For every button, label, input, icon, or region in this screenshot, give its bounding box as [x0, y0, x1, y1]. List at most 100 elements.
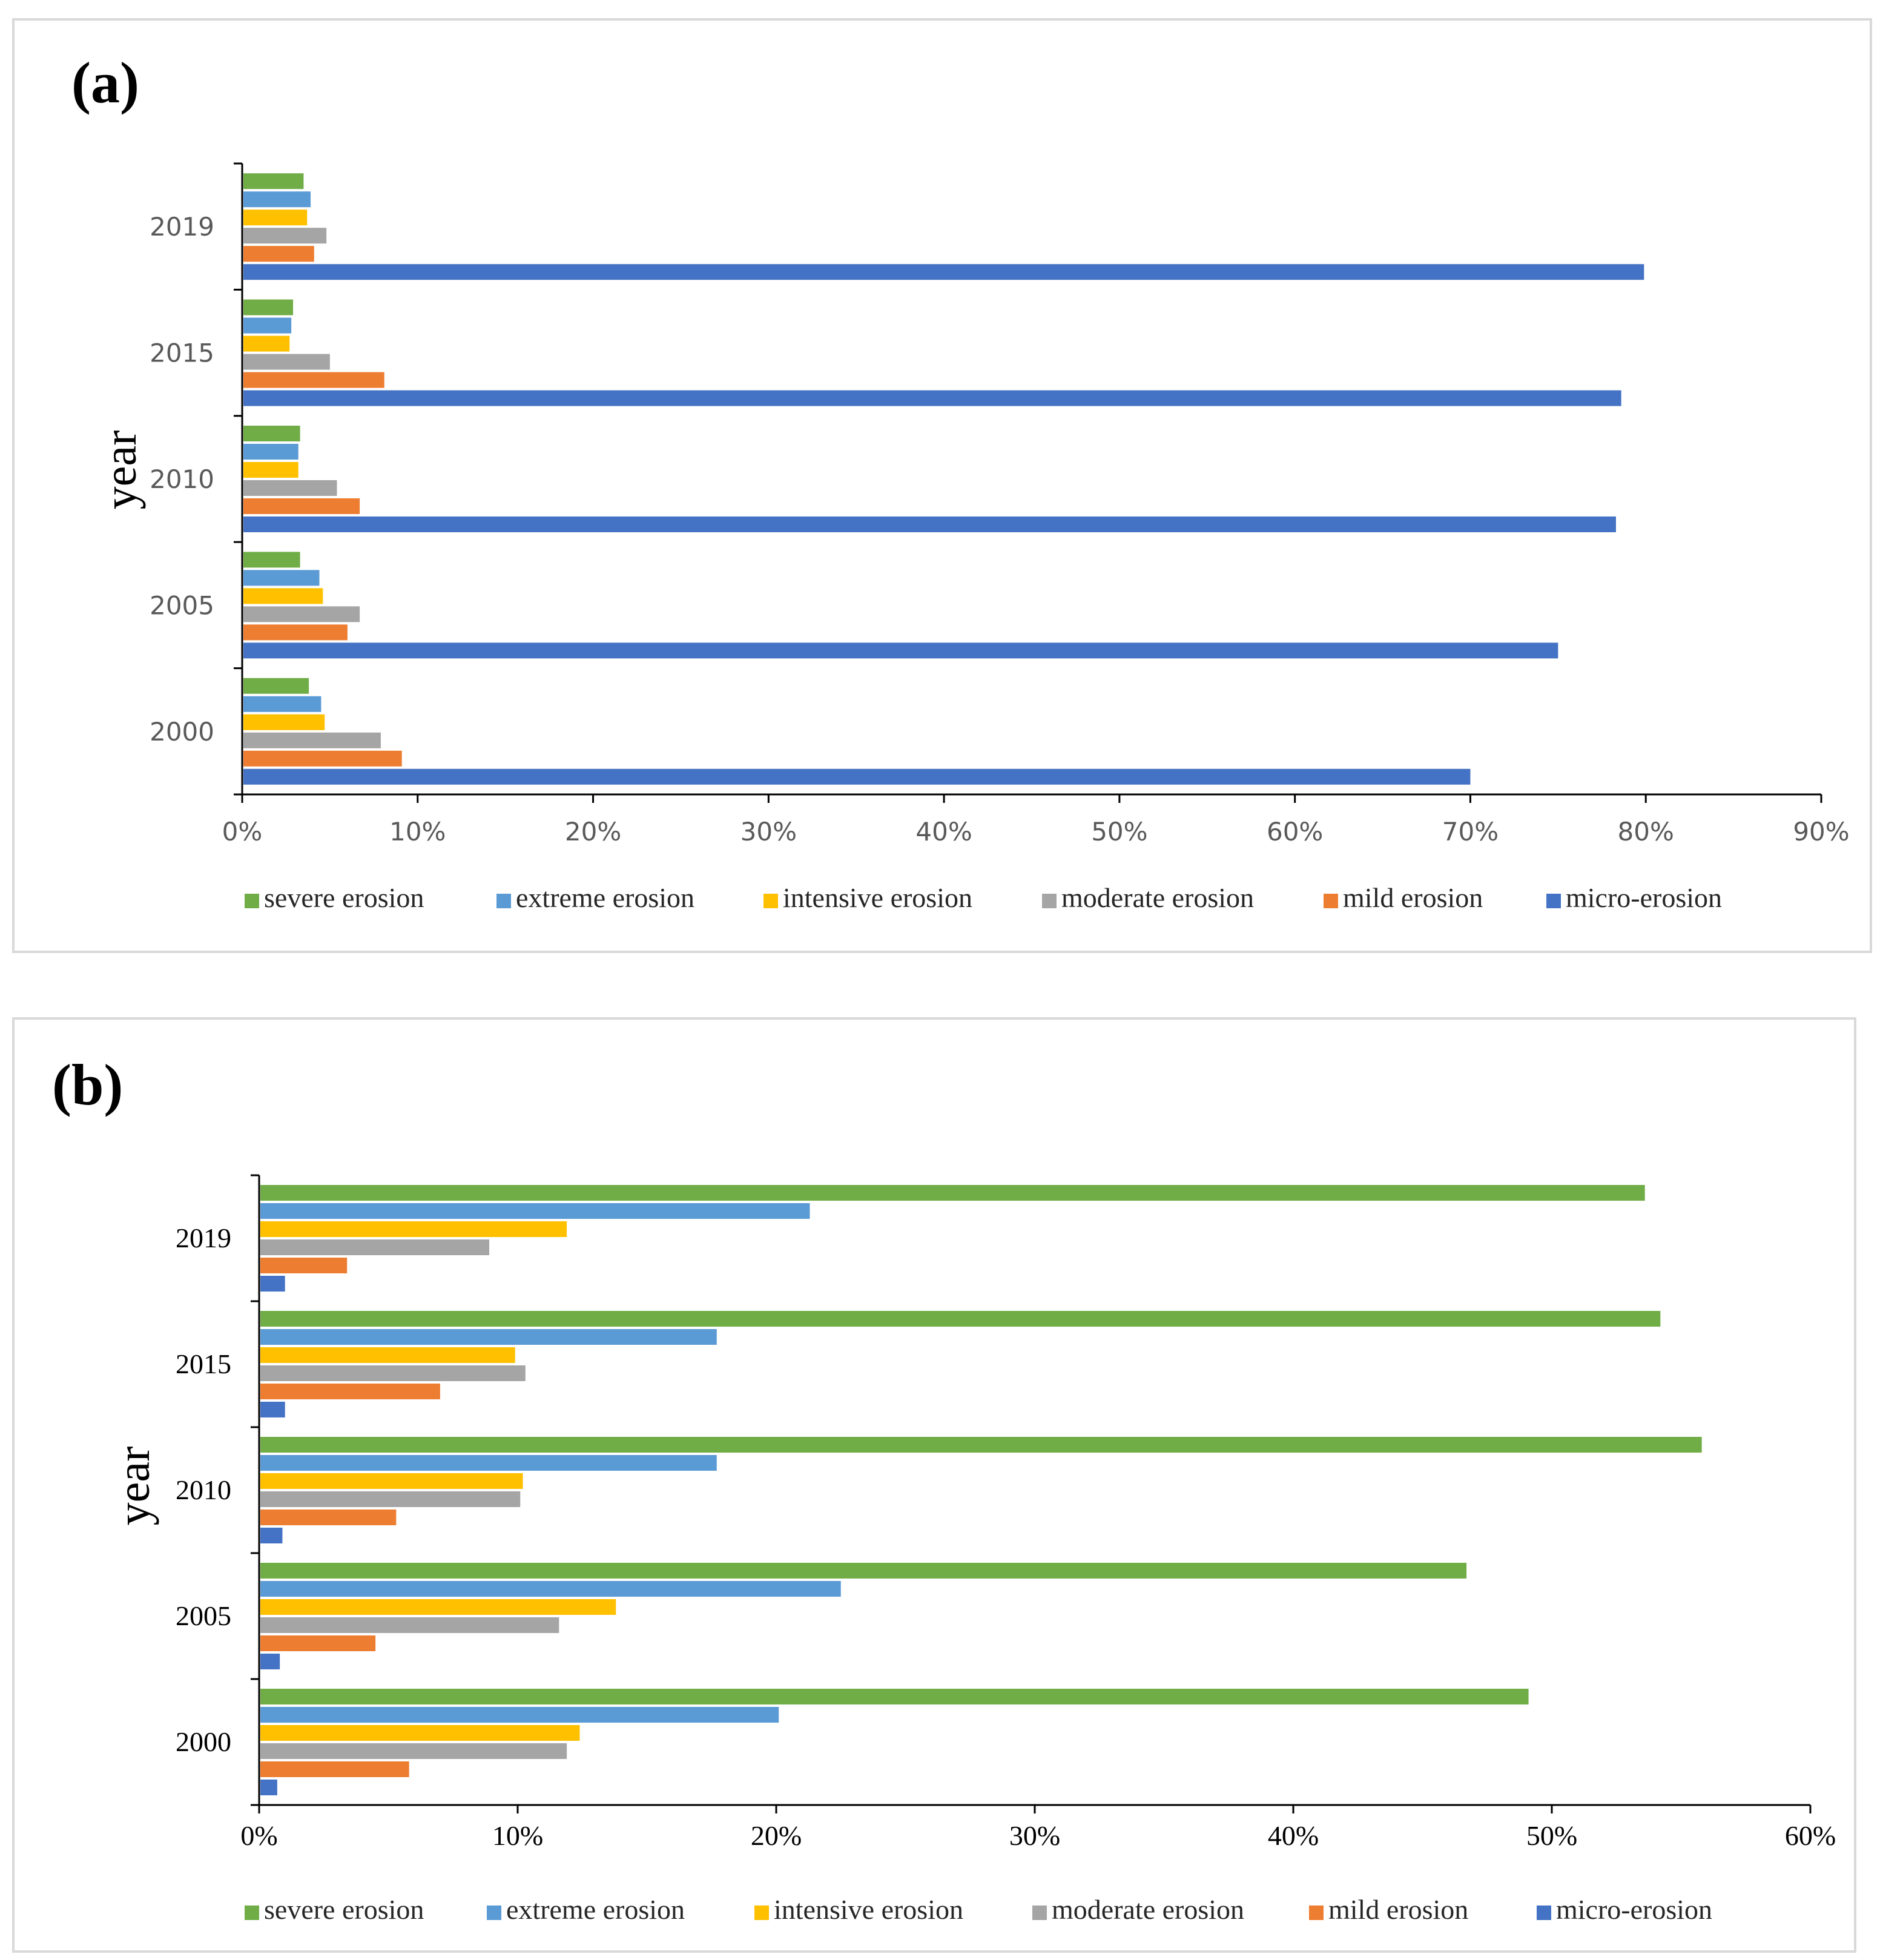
bar-moderate-erosion-2019 — [260, 1239, 490, 1255]
bar-mild-erosion-2019 — [243, 246, 314, 262]
legend-swatch — [1324, 894, 1338, 908]
legend-label: micro-erosion — [1566, 882, 1722, 913]
bar-mild-erosion-2010 — [243, 498, 360, 514]
chart-panel-b: (b) year 0% 10% 20% 30% 40% 50% 60% 2000 2005 201… — [12, 1017, 1856, 1953]
x-tick-label: 0% — [240, 1820, 277, 1851]
x-tick-label: 30% — [1009, 1820, 1060, 1851]
bar-severe-erosion-2019 — [260, 1185, 1645, 1201]
legend-swatch — [1042, 894, 1057, 908]
x-tick-label: 0% — [222, 817, 263, 846]
y-category-label: 2000 — [176, 1726, 231, 1757]
bar-micro-erosion-2019 — [243, 264, 1644, 280]
legend-label: mild erosion — [1328, 1894, 1468, 1925]
bar-severe-erosion-2015 — [243, 299, 294, 315]
bar-intensive-erosion-2015 — [260, 1347, 515, 1363]
panel-label-b: (b) — [52, 1052, 123, 1117]
legend-swatch — [245, 894, 259, 908]
y-category-label: 2005 — [150, 590, 214, 620]
bar-intensive-erosion-2010 — [260, 1473, 523, 1489]
bar-intensive-erosion-2000 — [260, 1725, 580, 1741]
chart-a-svg: (a) year 0% 10% 20% 30% 40% 50% 60% 70% 80% 90% 20… — [71, 50, 1850, 913]
bar-severe-erosion-2005 — [243, 552, 300, 568]
bar-moderate-erosion-2015 — [260, 1365, 526, 1381]
bar-severe-erosion-2010 — [260, 1437, 1702, 1453]
y-category-label: 2010 — [176, 1474, 231, 1505]
y-category-label: 2005 — [176, 1600, 231, 1631]
bar-extreme-erosion-2000 — [260, 1707, 779, 1723]
legend-label: intensive erosion — [783, 882, 972, 913]
legend-label: extreme erosion — [506, 1894, 685, 1925]
legend-swatch — [487, 1906, 501, 1920]
bar-extreme-erosion-2015 — [260, 1329, 717, 1345]
y-category-label: 2015 — [150, 338, 214, 368]
legend-label: severe erosion — [264, 882, 424, 913]
bar-mild-erosion-2005 — [243, 624, 348, 641]
legend-swatch — [763, 894, 778, 908]
bar-extreme-erosion-2000 — [243, 696, 322, 712]
legend-swatch — [1537, 1906, 1551, 1920]
bar-extreme-erosion-2019 — [260, 1203, 810, 1219]
bar-severe-erosion-2000 — [243, 678, 309, 694]
x-tick-label: 60% — [1785, 1820, 1836, 1851]
legend-swatch — [1032, 1906, 1047, 1920]
y-category-label: 2019 — [150, 212, 214, 242]
bar-intensive-erosion-2005 — [260, 1599, 616, 1615]
bar-mild-erosion-2015 — [260, 1384, 440, 1399]
bar-extreme-erosion-2010 — [243, 444, 298, 460]
bar-micro-erosion-2019 — [260, 1276, 285, 1292]
bar-moderate-erosion-2005 — [260, 1617, 559, 1633]
bar-moderate-erosion-2010 — [260, 1491, 521, 1507]
chart-b-svg: (b) year 0% 10% 20% 30% 40% 50% 60% 2000 2005 201… — [52, 1052, 1836, 1925]
bar-intensive-erosion-2000 — [243, 714, 325, 730]
bar-mild-erosion-2005 — [260, 1635, 376, 1651]
x-tick-label: 20% — [751, 1820, 802, 1851]
x-tick-label: 40% — [1268, 1820, 1319, 1851]
bar-micro-erosion-2015 — [243, 390, 1621, 406]
bar-intensive-erosion-2019 — [243, 210, 308, 226]
legend-label: moderate erosion — [1061, 882, 1254, 913]
bar-moderate-erosion-2005 — [243, 606, 360, 622]
bar-micro-erosion-2010 — [260, 1528, 283, 1543]
bar-mild-erosion-2010 — [260, 1510, 397, 1525]
bar-moderate-erosion-2015 — [243, 354, 330, 370]
bar-extreme-erosion-2015 — [243, 317, 292, 334]
bar-mild-erosion-2015 — [243, 372, 384, 388]
bar-severe-erosion-2000 — [260, 1689, 1529, 1704]
y-axis-label-a: year — [95, 431, 146, 510]
bar-intensive-erosion-2005 — [243, 588, 323, 604]
legend-label: extreme erosion — [516, 882, 694, 913]
legend-swatch — [754, 1906, 769, 1920]
x-tick-label: 30% — [740, 817, 797, 846]
bar-severe-erosion-2015 — [260, 1311, 1661, 1327]
bar-extreme-erosion-2005 — [260, 1581, 841, 1597]
bar-moderate-erosion-2000 — [260, 1743, 567, 1759]
x-tick-label: 10% — [492, 1820, 543, 1851]
bar-micro-erosion-2015 — [260, 1402, 285, 1417]
chart-panel-a: (a) year 0% 10% 20% 30% 40% 50% 60% 70% 80% 90% 20… — [12, 18, 1872, 953]
bar-extreme-erosion-2005 — [243, 570, 320, 586]
bar-micro-erosion-2005 — [243, 642, 1558, 659]
x-tick-label: 20% — [565, 817, 621, 846]
x-tick-label: 80% — [1618, 817, 1674, 846]
x-tick-label: 40% — [915, 817, 972, 846]
bar-intensive-erosion-2015 — [243, 335, 290, 352]
legend-swatch — [496, 894, 511, 908]
bar-moderate-erosion-2000 — [243, 732, 381, 748]
legend-swatch — [245, 1906, 259, 1920]
legend-label: intensive erosion — [774, 1894, 963, 1925]
y-category-label: 2010 — [150, 464, 214, 494]
x-tick-label: 50% — [1091, 817, 1147, 846]
bar-mild-erosion-2019 — [260, 1258, 348, 1273]
x-tick-label: 10% — [389, 817, 446, 846]
bar-mild-erosion-2000 — [243, 750, 402, 767]
legend-label: mild erosion — [1343, 882, 1483, 913]
bar-severe-erosion-2005 — [260, 1563, 1467, 1579]
x-tick-label: 90% — [1793, 817, 1849, 846]
bar-micro-erosion-2000 — [260, 1780, 277, 1795]
legend-label: moderate erosion — [1052, 1894, 1244, 1925]
y-category-label: 2015 — [176, 1348, 231, 1379]
x-tick-label: 50% — [1526, 1820, 1577, 1851]
x-tick-label: 70% — [1442, 817, 1499, 846]
bar-micro-erosion-2000 — [243, 768, 1471, 785]
legend-swatch — [1546, 894, 1561, 908]
